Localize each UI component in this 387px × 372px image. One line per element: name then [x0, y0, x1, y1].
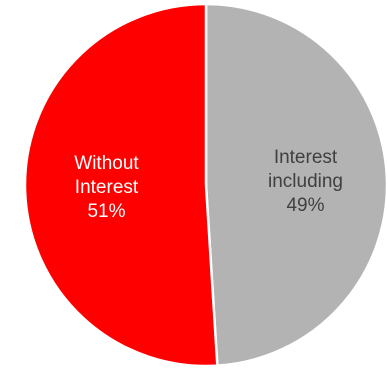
slice-value-label: 49%	[286, 195, 324, 216]
pie-slice-without-interest	[23, 2, 219, 368]
slice-category-label: Interest	[274, 147, 338, 168]
slice-value-label: 51%	[87, 201, 125, 222]
pie-slices	[23, 2, 387, 368]
slice-category-label: Without	[74, 153, 139, 174]
pie-labels: Interest including 49% Without Interest 51%	[74, 147, 343, 222]
slice-category-label: including	[268, 171, 343, 192]
slice-label-interest-including: Interest including 49%	[268, 147, 343, 216]
slice-category-label: Interest	[75, 177, 139, 198]
slice-label-without-interest: Without Interest 51%	[74, 153, 139, 222]
